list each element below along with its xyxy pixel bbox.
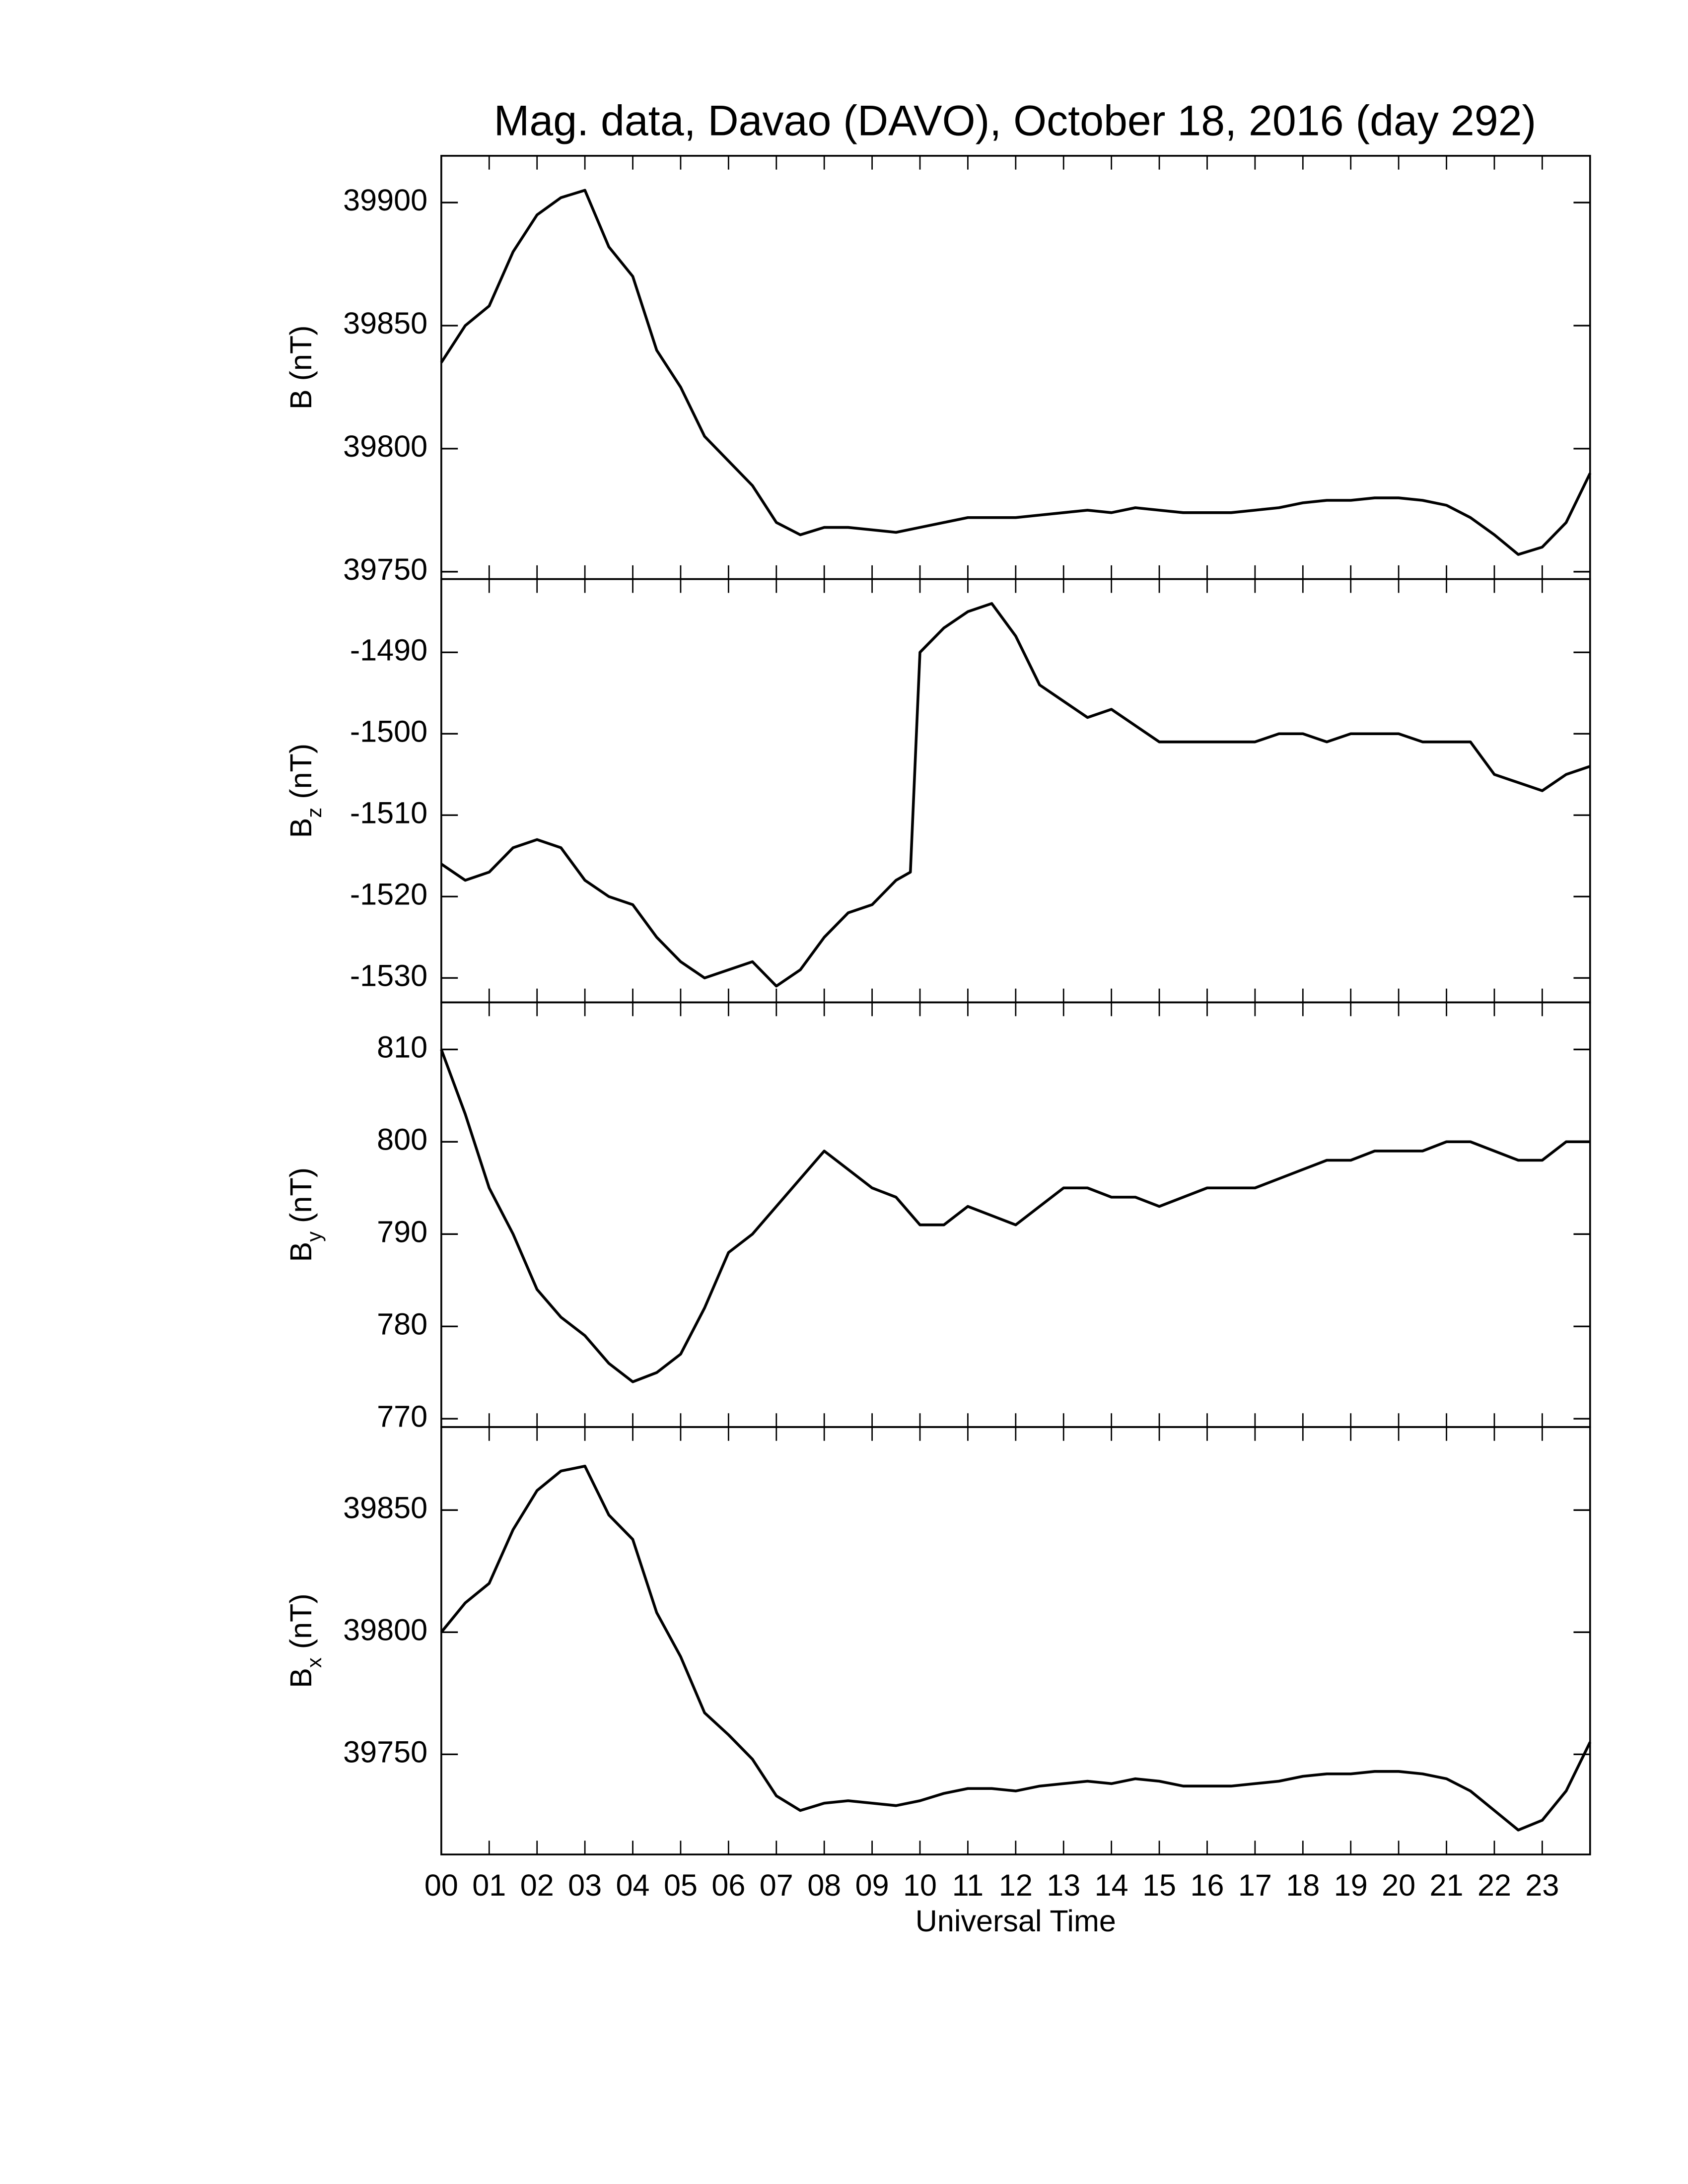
x-tick-label: 13 [1047, 1868, 1080, 1902]
y-tick-label: 780 [377, 1307, 427, 1341]
x-tick-label: 19 [1334, 1868, 1368, 1902]
y-tick-label: 800 [377, 1122, 427, 1156]
x-tick-label: 18 [1286, 1868, 1320, 1902]
x-tick-label: 16 [1190, 1868, 1224, 1902]
x-tick-label: 20 [1382, 1868, 1415, 1902]
y-tick-label: -1490 [350, 633, 427, 667]
x-tick-label: 09 [855, 1868, 889, 1902]
y-axis-label: B (nT) [284, 325, 318, 410]
y-axis-label-subscript: y [302, 1231, 326, 1242]
x-tick-label: 01 [472, 1868, 506, 1902]
y-axis-label-subscript: x [302, 1657, 326, 1668]
x-tick-label: 22 [1477, 1868, 1511, 1902]
chart-title: Mag. data, Davao (DAVO), October 18, 201… [494, 97, 1537, 145]
x-tick-label: 02 [520, 1868, 554, 1902]
x-tick-label: 03 [568, 1868, 602, 1902]
y-tick-label: 39800 [343, 1613, 427, 1646]
x-tick-label: 12 [999, 1868, 1033, 1902]
x-tick-label: 11 [952, 1868, 984, 1902]
x-tick-label: 23 [1525, 1868, 1559, 1902]
y-axis-label-part: (nT) [284, 744, 318, 808]
y-tick-label: -1500 [350, 714, 427, 748]
y-axis-label-part: (nT) [284, 1167, 318, 1231]
y-axis-label-subscript: z [302, 808, 326, 818]
x-tick-label: 17 [1238, 1868, 1272, 1902]
data-line [440, 1049, 1590, 1383]
y-axis-label-part: B (nT) [284, 325, 318, 410]
y-tick-label: 39900 [343, 183, 427, 217]
y-axis-label: By (nT) [284, 1167, 326, 1262]
y-axis-label: Bx (nT) [284, 1593, 326, 1688]
y-axis-label-part: B [284, 818, 318, 838]
data-line [440, 189, 1592, 556]
y-tick-label: 790 [377, 1215, 427, 1248]
y-tick-label: 39800 [343, 429, 427, 463]
y-axis-label-part: B [284, 1668, 318, 1688]
y-tick-label: 810 [377, 1030, 427, 1064]
y-tick-label: -1510 [350, 796, 427, 829]
y-tick-label: 39850 [343, 306, 427, 340]
y-tick-label: -1520 [350, 877, 427, 911]
x-axis-label: Universal Time [915, 1904, 1116, 1938]
y-tick-label: -1530 [350, 958, 427, 992]
x-tick-label: 21 [1430, 1868, 1464, 1902]
y-tick-label: 39850 [343, 1491, 427, 1524]
x-tick-label: 15 [1142, 1868, 1176, 1902]
y-tick-label: 39750 [343, 552, 427, 586]
x-tick-label: 04 [616, 1868, 650, 1902]
data-line [440, 602, 1591, 988]
data-line [440, 1464, 1592, 1832]
y-axis-label: Bz (nT) [284, 744, 326, 838]
x-tick-label: 00 [424, 1868, 458, 1902]
x-tick-label: 06 [711, 1868, 745, 1902]
x-tick-label: 14 [1095, 1868, 1128, 1902]
x-tick-label: 08 [807, 1868, 841, 1902]
x-tick-label: 07 [760, 1868, 793, 1902]
y-axis-label-part: B [284, 1242, 318, 1262]
y-axis-label-part: (nT) [284, 1593, 318, 1657]
x-tick-label: 05 [664, 1868, 698, 1902]
y-tick-label: 39750 [343, 1735, 427, 1769]
x-tick-label: 10 [903, 1868, 937, 1902]
y-tick-label: 770 [377, 1399, 427, 1433]
